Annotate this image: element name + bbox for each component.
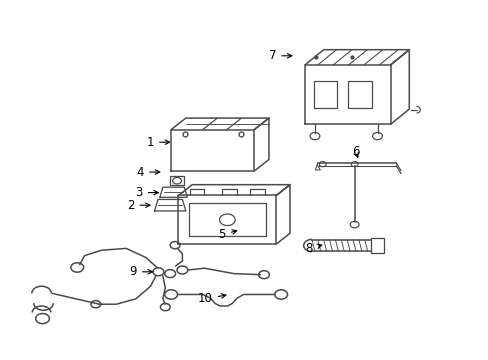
Text: 1: 1 [146, 136, 169, 149]
Text: 5: 5 [218, 228, 236, 241]
Text: 4: 4 [137, 166, 160, 179]
Text: 6: 6 [351, 145, 359, 158]
FancyBboxPatch shape [170, 176, 183, 185]
Text: 7: 7 [268, 49, 291, 62]
FancyBboxPatch shape [370, 238, 384, 253]
Text: 2: 2 [127, 199, 150, 212]
Text: 10: 10 [198, 292, 225, 305]
Text: 8: 8 [305, 242, 321, 255]
Text: 9: 9 [129, 265, 152, 278]
Text: 3: 3 [135, 186, 158, 199]
